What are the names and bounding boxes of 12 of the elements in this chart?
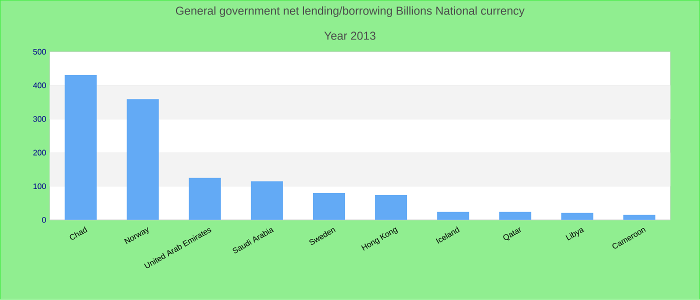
bar — [188, 178, 221, 220]
bar — [623, 215, 656, 220]
bar — [250, 181, 283, 220]
chart-title: General government net lending/borrowing Billions National currency — [176, 6, 525, 18]
bar — [375, 195, 408, 220]
bar — [126, 99, 159, 220]
bar — [499, 212, 532, 220]
bar — [437, 212, 470, 220]
bar — [64, 75, 97, 220]
bar — [561, 213, 594, 220]
chart-subtitle: Year 2013 — [324, 32, 376, 40]
bar — [312, 193, 346, 220]
